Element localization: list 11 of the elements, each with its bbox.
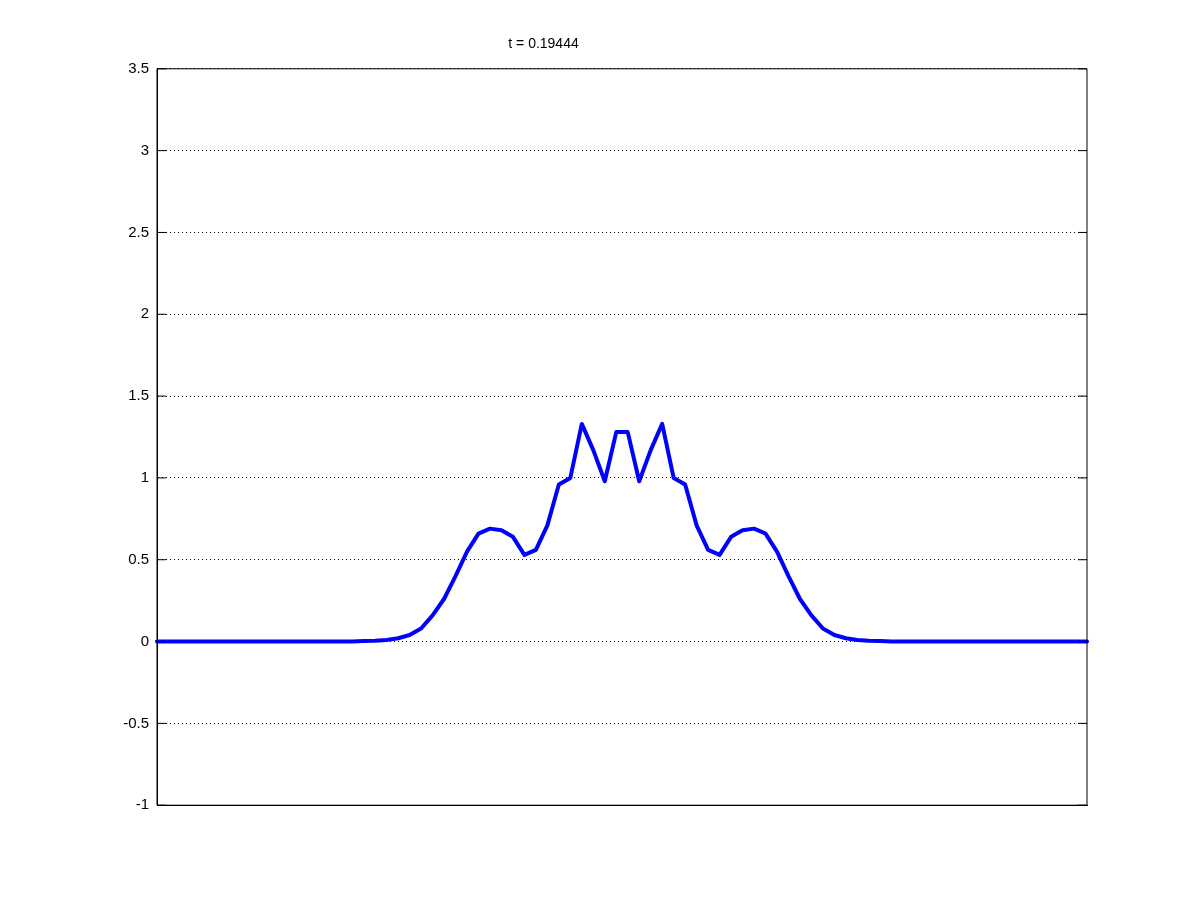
y-tick-label: 2 [140,304,149,322]
y-tick-label: 3 [140,140,149,158]
y-tick-label: 1.5 [128,386,149,404]
y-tick-label: -0.5 [123,713,149,731]
chart-title: t = 0.19444 [508,35,579,52]
y-tick-label: 0.5 [128,549,149,567]
y-tick-label: -1 [135,795,149,813]
y-tick-label: 1 [140,468,149,486]
y-tick-label: 0 [140,631,149,649]
y-tick-label: 3.5 [128,58,149,76]
y-tick-label: 2.5 [128,222,149,240]
